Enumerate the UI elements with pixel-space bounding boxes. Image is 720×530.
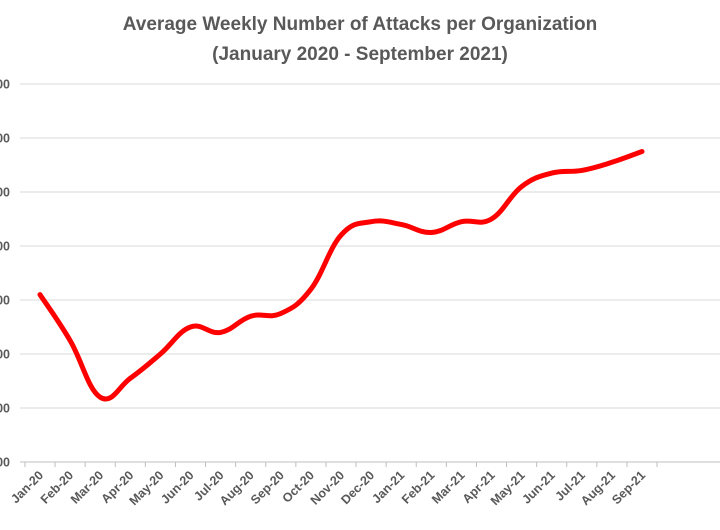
y-tick-label: 00: [0, 186, 10, 200]
y-tick-label: 00: [0, 348, 10, 362]
y-tick-label: 00: [0, 240, 10, 254]
x-tick-label: Sep-20: [248, 468, 287, 507]
x-tick-label: Jun-20: [158, 468, 196, 506]
chart-title: Average Weekly Number of Attacks per Org…: [123, 14, 597, 35]
chart-subtitle: (January 2020 - September 2021): [212, 44, 508, 65]
x-axis: [20, 461, 720, 467]
series-line: [37, 149, 645, 402]
y-tick-label: 00: [0, 132, 10, 146]
x-tick-label: Feb-20: [38, 468, 76, 506]
x-tick-label: Nov-20: [308, 468, 347, 507]
x-tick-label: May-21: [488, 468, 528, 508]
y-tick-label: 00: [0, 456, 10, 470]
y-tick-label: 00: [0, 294, 10, 308]
y-axis-tick-labels: 00 00 00 00 00 00 00 00: [0, 78, 10, 470]
x-tick-label: Feb-21: [399, 468, 437, 506]
series-group: [37, 149, 645, 402]
x-tick-label: Mar-21: [429, 468, 467, 506]
x-tick-label: Aug-21: [578, 468, 618, 508]
x-tick-label: Sep-21: [609, 468, 648, 507]
x-tick-label: Jun-21: [519, 468, 557, 506]
y-tick-label: 00: [0, 402, 10, 416]
x-axis-tick-labels: Jan-20Feb-20Mar-20Apr-20May-20Jun-20Jul-…: [8, 468, 648, 508]
x-tick-label: Mar-20: [68, 468, 106, 506]
gridlines: [20, 83, 720, 409]
x-tick-label: Dec-20: [338, 468, 377, 507]
y-tick-label: 00: [0, 78, 10, 92]
x-tick-label: Aug-20: [217, 468, 257, 508]
x-tick-label: May-20: [127, 468, 167, 508]
